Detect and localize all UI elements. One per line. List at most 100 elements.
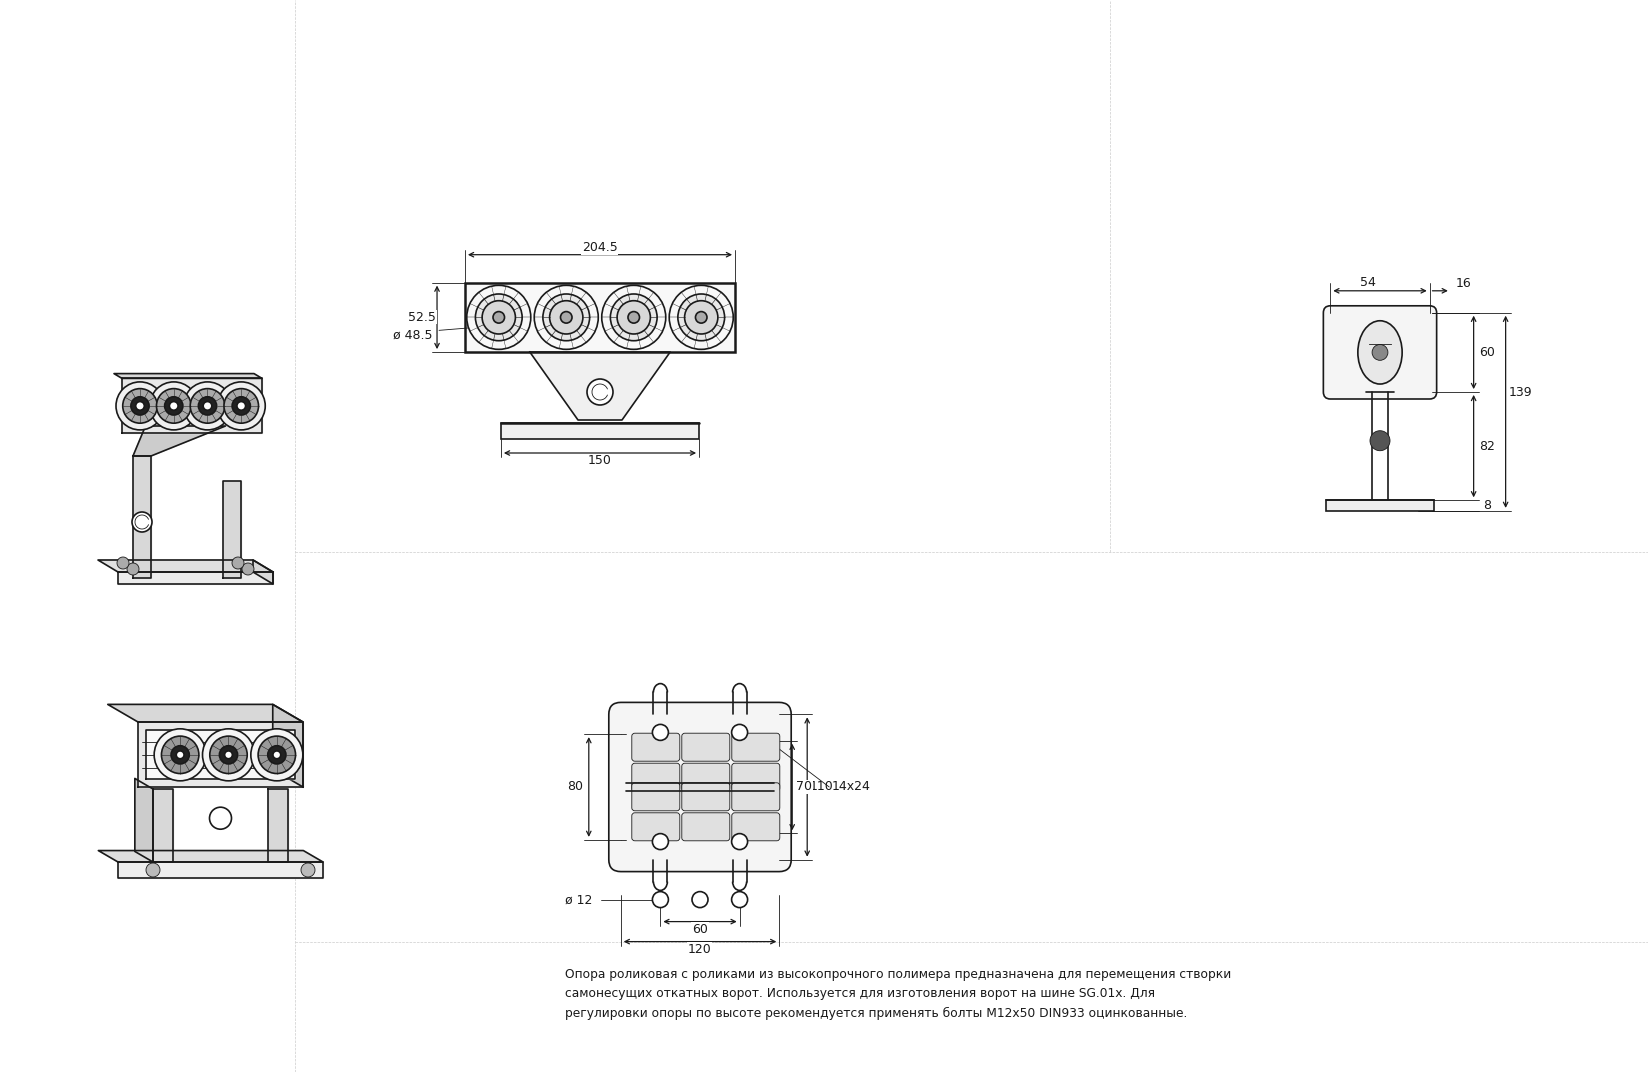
Circle shape [147, 863, 160, 877]
FancyBboxPatch shape [631, 733, 679, 761]
Circle shape [274, 750, 280, 759]
Circle shape [483, 301, 516, 334]
Circle shape [150, 382, 198, 430]
Circle shape [669, 285, 733, 349]
Polygon shape [147, 730, 295, 779]
FancyBboxPatch shape [732, 813, 780, 840]
Circle shape [610, 294, 658, 341]
Text: 16: 16 [1455, 278, 1472, 291]
Circle shape [267, 746, 287, 764]
Bar [501, 423, 699, 440]
Text: 82: 82 [1478, 440, 1495, 452]
Circle shape [560, 312, 572, 323]
Circle shape [170, 402, 178, 411]
Circle shape [695, 312, 707, 323]
Circle shape [542, 294, 590, 341]
Polygon shape [138, 723, 303, 787]
Circle shape [132, 512, 152, 532]
Polygon shape [269, 789, 288, 862]
Circle shape [692, 892, 709, 908]
Circle shape [259, 736, 295, 774]
Circle shape [183, 382, 231, 430]
Circle shape [602, 285, 666, 349]
Polygon shape [107, 704, 303, 723]
Text: 54: 54 [1360, 277, 1376, 289]
Circle shape [653, 834, 669, 850]
Circle shape [162, 736, 199, 774]
Circle shape [198, 397, 216, 415]
Circle shape [732, 892, 748, 908]
Circle shape [209, 736, 247, 774]
Circle shape [653, 892, 669, 908]
Circle shape [684, 301, 719, 334]
FancyBboxPatch shape [631, 763, 679, 791]
Circle shape [117, 557, 129, 569]
Circle shape [203, 402, 213, 411]
Circle shape [203, 729, 254, 780]
Polygon shape [529, 352, 671, 420]
Circle shape [176, 750, 185, 759]
Circle shape [550, 301, 583, 334]
Polygon shape [122, 378, 262, 433]
Circle shape [190, 389, 224, 423]
FancyBboxPatch shape [1323, 306, 1437, 399]
FancyBboxPatch shape [682, 763, 730, 791]
Polygon shape [133, 456, 152, 578]
Circle shape [237, 402, 246, 411]
Circle shape [157, 389, 191, 423]
Circle shape [493, 312, 504, 323]
Circle shape [209, 807, 231, 830]
Circle shape [171, 746, 190, 764]
Circle shape [232, 397, 250, 415]
Polygon shape [114, 374, 262, 378]
Circle shape [653, 725, 669, 741]
FancyBboxPatch shape [682, 733, 730, 761]
Text: 8: 8 [1483, 500, 1491, 512]
Bar [465, 283, 735, 352]
Polygon shape [135, 778, 153, 862]
Polygon shape [119, 862, 323, 878]
Circle shape [587, 379, 613, 405]
Circle shape [1369, 431, 1389, 450]
Polygon shape [254, 560, 274, 584]
Circle shape [302, 863, 315, 877]
Text: 14x24: 14x24 [831, 780, 870, 793]
FancyBboxPatch shape [732, 783, 780, 810]
Polygon shape [97, 560, 274, 572]
FancyBboxPatch shape [732, 763, 780, 791]
Circle shape [250, 729, 303, 780]
FancyBboxPatch shape [631, 813, 679, 840]
Text: 52.5: 52.5 [409, 311, 437, 324]
Polygon shape [99, 850, 323, 862]
Text: 60: 60 [692, 923, 709, 936]
FancyBboxPatch shape [631, 783, 679, 810]
Circle shape [466, 285, 531, 349]
Text: 120: 120 [689, 943, 712, 956]
Bar [1327, 501, 1434, 510]
Polygon shape [222, 481, 241, 578]
Circle shape [616, 301, 651, 334]
Text: 139: 139 [1510, 386, 1533, 399]
Circle shape [218, 382, 265, 430]
Text: 60: 60 [1478, 346, 1495, 359]
FancyBboxPatch shape [682, 783, 730, 810]
Text: ø 48.5: ø 48.5 [394, 329, 433, 342]
Circle shape [122, 389, 157, 423]
Circle shape [219, 746, 237, 764]
Circle shape [732, 725, 748, 741]
Circle shape [475, 294, 522, 341]
Circle shape [732, 834, 748, 850]
Circle shape [115, 382, 165, 430]
Text: 110: 110 [809, 780, 834, 793]
Text: 80: 80 [567, 780, 583, 793]
Text: ø 12: ø 12 [565, 893, 593, 906]
Circle shape [224, 389, 259, 423]
Text: 204.5: 204.5 [582, 241, 618, 254]
Text: 70: 70 [796, 780, 812, 793]
Polygon shape [153, 789, 173, 862]
Circle shape [130, 397, 148, 415]
Circle shape [534, 285, 598, 349]
Polygon shape [119, 572, 274, 584]
Circle shape [135, 402, 145, 411]
Circle shape [127, 563, 138, 575]
